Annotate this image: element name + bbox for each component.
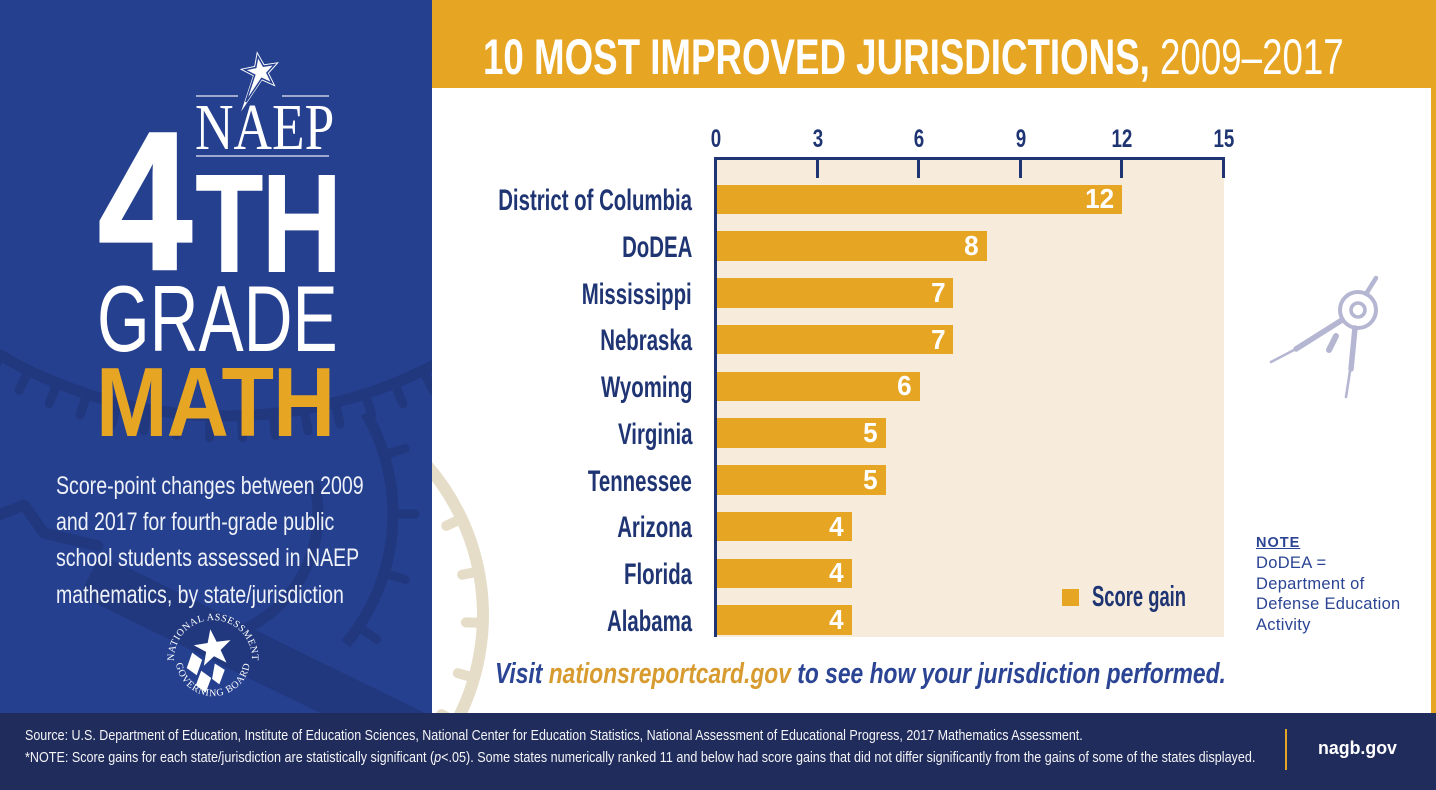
- svg-text:GOVERNING BOARD: GOVERNING BOARD: [173, 662, 253, 699]
